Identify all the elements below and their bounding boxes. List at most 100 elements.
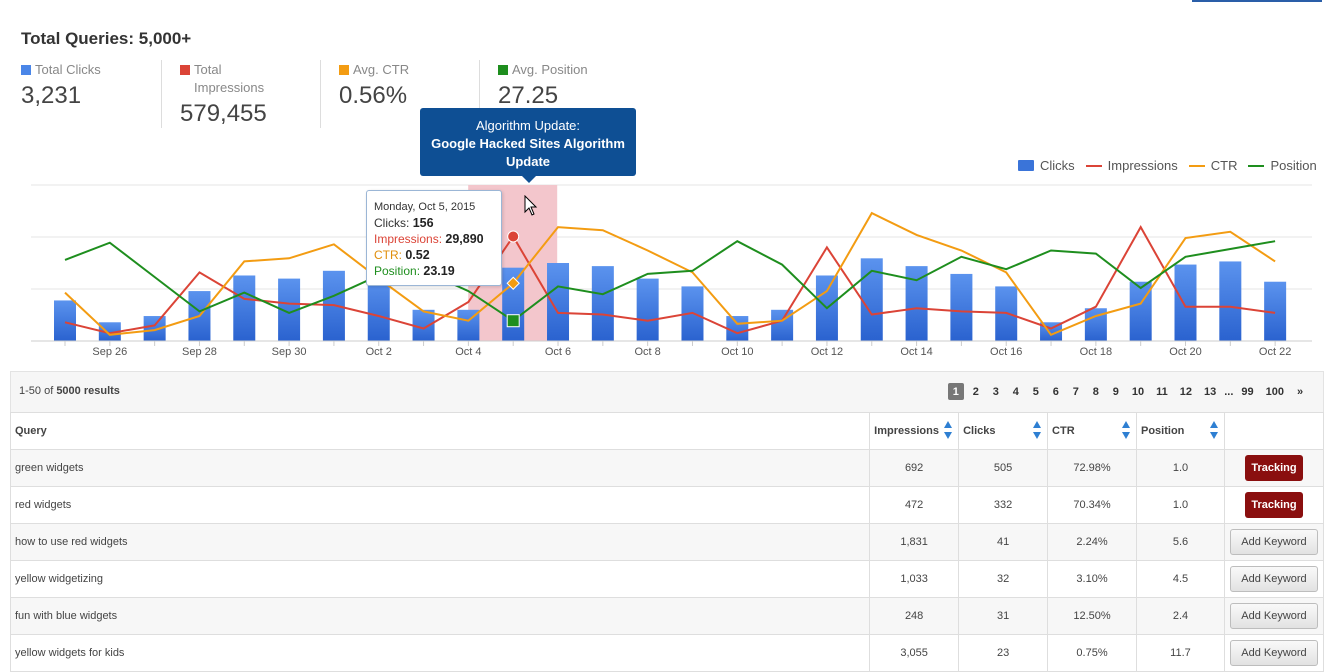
cell-clicks: 41 xyxy=(958,523,1049,561)
cell-clicks: 505 xyxy=(958,449,1049,487)
page-link[interactable]: 4 xyxy=(1012,385,1019,398)
legend-item-ctr[interactable]: CTR xyxy=(1188,158,1238,173)
line-position xyxy=(64,240,1276,322)
cell-impressions: 3,055 xyxy=(869,634,960,672)
bar-clicks xyxy=(54,300,76,341)
page-link[interactable]: 12 xyxy=(1179,385,1192,398)
x-tick-label: Oct 10 xyxy=(721,346,753,358)
cell-clicks: 31 xyxy=(958,597,1049,635)
page-link[interactable]: 13 xyxy=(1203,385,1217,398)
x-tick-label: Oct 6 xyxy=(545,346,571,358)
mouse-cursor-icon xyxy=(524,195,538,216)
page-link[interactable]: 11 xyxy=(1156,385,1168,398)
legend-label: CTR xyxy=(1210,158,1238,173)
page-link[interactable]: 100 xyxy=(1265,385,1284,398)
page-link[interactable]: 10 xyxy=(1131,385,1145,398)
position-point-marker xyxy=(506,314,520,328)
cell-position: 4.5 xyxy=(1136,560,1225,598)
legend-item-clicks[interactable]: Clicks xyxy=(1018,158,1075,173)
col-header-position[interactable]: Position xyxy=(1136,412,1225,450)
cell-action: Tracking xyxy=(1223,486,1325,524)
performance-chart[interactable]: Sep 26 Sep 28 Sep 30 Oct 2 Oct 4 Oct 6 Oct 8 Oc… xyxy=(0,0,1336,370)
page-link[interactable]: 1 xyxy=(947,383,964,400)
col-header-ctr[interactable]: CTR xyxy=(1047,412,1137,450)
cell-position: 5.6 xyxy=(1136,523,1225,561)
sort-icon[interactable] xyxy=(1122,421,1130,439)
next-page-icon[interactable]: » xyxy=(1296,385,1304,398)
table-row: red widgets 472 332 70.34% 1.0 Tracking xyxy=(9,486,1325,524)
bar-clicks xyxy=(367,275,390,341)
add-keyword-button[interactable]: Add Keyword xyxy=(1229,640,1318,666)
bar-clicks xyxy=(278,278,301,341)
page-link[interactable]: 3 xyxy=(992,385,999,398)
cell-action: Add Keyword xyxy=(1223,560,1325,598)
bar-clicks xyxy=(98,322,121,341)
ctr-swatch-icon xyxy=(339,65,349,75)
bar-clicks xyxy=(636,278,659,341)
metric-divider xyxy=(320,60,321,128)
metric-total-impressions: Total Impressions 579,455 xyxy=(180,61,280,128)
table-row: how to use red widgets 1,831 41 2.24% 5.6 Add… xyxy=(9,523,1325,561)
top-right-button-edge[interactable] xyxy=(1192,0,1322,2)
page-link[interactable]: 2 xyxy=(972,385,979,398)
tooltip-ctr-value: 0.52 xyxy=(405,248,430,262)
cell-position: 1.0 xyxy=(1136,449,1225,487)
algorithm-tooltip-name: Google Hacked Sites Algorithm Update xyxy=(431,136,625,169)
cell-query: yellow widgetizing xyxy=(9,560,871,598)
bar-clicks xyxy=(1084,308,1107,341)
line-impressions xyxy=(64,225,1276,335)
bar-swatch-icon xyxy=(1018,160,1034,171)
cell-action: Add Keyword xyxy=(1223,597,1325,635)
bar-clicks xyxy=(860,258,883,341)
add-keyword-button[interactable]: Add Keyword xyxy=(1229,603,1318,629)
position-swatch-icon xyxy=(498,65,508,75)
page-link[interactable]: 9 xyxy=(1112,385,1119,398)
sort-icon[interactable] xyxy=(1209,421,1218,439)
x-tick-label: Oct 18 xyxy=(1080,346,1112,358)
page-title: Total Queries: 5,000+ xyxy=(21,29,192,48)
page-link[interactable]: 99 xyxy=(1241,385,1254,398)
legend-item-impressions[interactable]: Impressions xyxy=(1085,158,1178,173)
bar-clicks xyxy=(143,316,166,341)
metric-divider xyxy=(161,60,162,128)
col-header-label: Impressions xyxy=(874,425,939,437)
legend-item-position[interactable]: Position xyxy=(1248,158,1317,173)
tracking-button[interactable]: Tracking xyxy=(1244,455,1303,481)
page-link[interactable]: 6 xyxy=(1052,385,1059,398)
page-link[interactable]: 5 xyxy=(1032,385,1039,398)
tooltip-date: Monday, Oct 5, 2015 xyxy=(374,201,476,213)
cell-query: red widgets xyxy=(9,486,871,524)
results-count: 1-50 of 5000 results xyxy=(19,385,120,397)
tooltip-impressions-value: 29,890 xyxy=(445,232,484,246)
bar-clicks xyxy=(457,309,480,341)
clicks-swatch-icon xyxy=(21,65,31,75)
cell-impressions: 472 xyxy=(869,486,960,524)
x-tick-label: Oct 16 xyxy=(990,346,1022,358)
tooltip-ctr-label: CTR: xyxy=(374,248,402,262)
metric-value: 579,455 xyxy=(180,100,267,127)
tooltip-clicks-label: Clicks: xyxy=(374,216,410,230)
metric-value: 3,231 xyxy=(21,82,82,109)
add-keyword-button[interactable]: Add Keyword xyxy=(1229,529,1318,555)
results-prefix: 1-50 of xyxy=(19,385,54,397)
col-header-clicks[interactable]: Clicks xyxy=(958,412,1049,450)
results-toolbar: 1-50 of 5000 results 1 2 3 4 5 6 7 8 9 10 11 12 13..… xyxy=(10,371,1324,412)
cell-query: fun with blue widgets xyxy=(9,597,871,635)
page-link[interactable]: 7 xyxy=(1072,385,1079,398)
sort-icon[interactable] xyxy=(944,421,953,439)
sort-icon[interactable] xyxy=(1033,421,1042,439)
page-link[interactable]: 8 xyxy=(1092,385,1099,398)
table-row: fun with blue widgets 248 31 12.50% 2.4 Add K… xyxy=(9,597,1325,635)
bar-clicks xyxy=(233,275,256,341)
legend-label: Impressions xyxy=(1107,158,1178,173)
table-row: green widgets 692 505 72.98% 1.0 Tracking xyxy=(9,449,1325,487)
x-tick-label: Oct 12 xyxy=(811,346,843,358)
line-swatch-icon xyxy=(1188,164,1205,167)
x-tick-label: Sep 30 xyxy=(272,346,307,358)
tracking-button[interactable]: Tracking xyxy=(1244,492,1303,518)
bar-clicks xyxy=(412,309,435,341)
col-header-impressions[interactable]: Impressions xyxy=(869,412,960,450)
cell-impressions: 248 xyxy=(869,597,960,635)
add-keyword-button[interactable]: Add Keyword xyxy=(1229,566,1318,592)
tooltip-impressions-label: Impressions: xyxy=(374,232,443,246)
